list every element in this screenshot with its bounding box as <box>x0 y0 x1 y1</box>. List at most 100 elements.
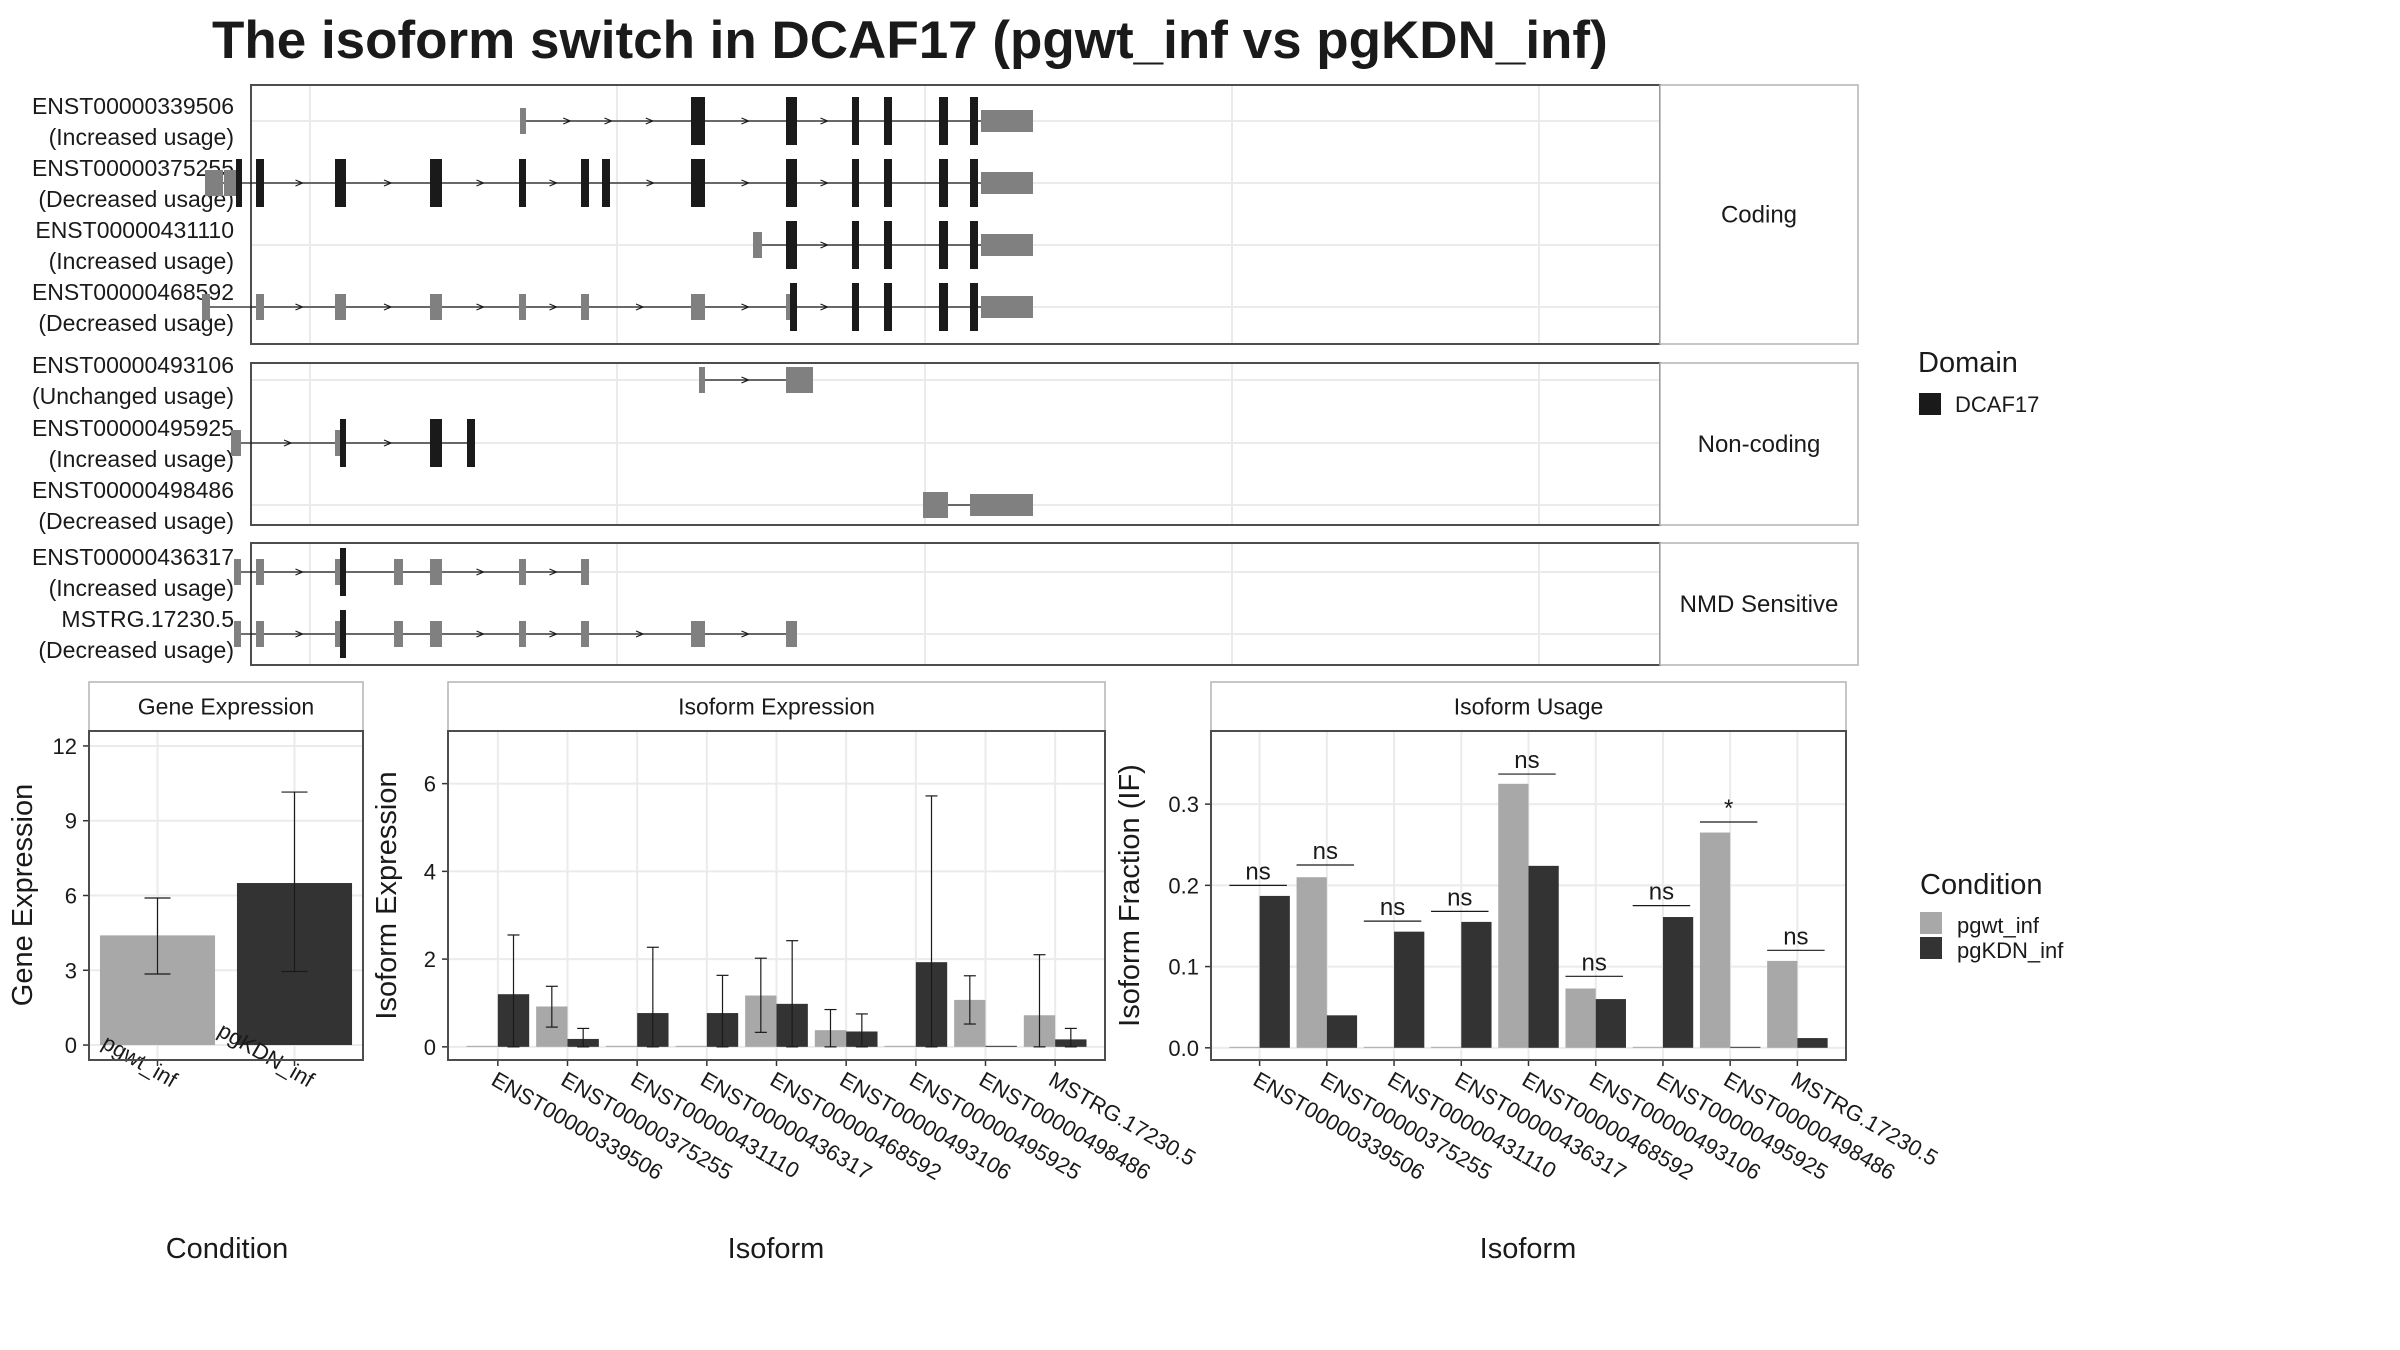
chart-title: Gene Expression <box>138 694 314 720</box>
bar-pgwt_inf-ENST00000431110 <box>1363 1046 1395 1048</box>
dcaf17-domain-exon <box>884 221 892 269</box>
bar-pgKDN_inf-ENST00000468592 <box>1528 865 1559 1048</box>
strand-arrow <box>820 117 830 125</box>
strand-arrow <box>820 179 830 187</box>
utr-exon <box>256 621 264 647</box>
isoform-track: ENST00000431110 (Increased usage) <box>35 217 1033 274</box>
x-axis-title: Isoform <box>1480 1233 1577 1265</box>
significance-label: ns <box>1514 747 1539 774</box>
isoform-id-label: ENST00000493106 <box>32 352 234 378</box>
dcaf17-domain-exon <box>852 97 859 145</box>
strand-arrow <box>820 303 830 311</box>
bar-pgKDN_inf-ENST00000339506 <box>1259 895 1290 1048</box>
utr-exon <box>234 621 241 647</box>
bar-pgKDN_inf-ENST00000493106 <box>1595 999 1626 1048</box>
bar-pgKDN_inf-ENST00000498486 <box>1730 1046 1761 1048</box>
utr-exon <box>786 367 813 393</box>
strand-arrow <box>741 303 751 311</box>
dcaf17-domain-exon <box>335 159 346 207</box>
utr-exon <box>202 294 210 320</box>
utr-exon <box>430 559 433 585</box>
condition-legend-key-pgkdn <box>1920 937 1942 959</box>
isoform-usage-label: (Increased usage) <box>49 124 234 150</box>
dcaf17-domain-exon <box>256 159 264 207</box>
bar-pgwt_inf-MSTRG.17230.5 <box>1767 960 1798 1048</box>
utr-exon <box>581 559 589 585</box>
isoform-usage-label: (Increased usage) <box>49 446 234 472</box>
dcaf17-domain-exon <box>236 159 242 207</box>
isoform-id-label: MSTRG.17230.5 <box>61 606 234 632</box>
facet-strip-label: Coding <box>1721 202 1797 229</box>
y-tick-label: 9 <box>65 809 77 834</box>
dcaf17-domain-exon <box>939 283 948 331</box>
strand-arrow <box>476 568 486 576</box>
strand-arrow <box>549 630 559 638</box>
dcaf17-domain-exon <box>467 419 475 467</box>
bar-pgwt_inf-ENST00000436317 <box>675 1045 707 1047</box>
y-tick-label: 0.1 <box>1168 955 1199 980</box>
significance-label: * <box>1724 795 1733 822</box>
bar-pgwt_inf-ENST00000436317 <box>1431 1046 1462 1048</box>
dcaf17-domain-exon <box>519 159 526 207</box>
bar-pgwt_inf-ENST00000375255 <box>1296 877 1327 1048</box>
strand-arrow <box>741 179 751 187</box>
dcaf17-domain-exon <box>970 283 978 331</box>
utr-exon <box>335 621 340 647</box>
strand-arrow <box>295 303 305 311</box>
condition-legend-key-pgwt <box>1920 912 1942 934</box>
strand-arrow <box>635 303 645 311</box>
significance-label: ns <box>1649 879 1674 906</box>
utr-exon <box>691 294 705 320</box>
significance-label: ns <box>1447 884 1472 911</box>
dcaf17-domain-exon <box>852 283 859 331</box>
facet-strip-label: Non-coding <box>1698 431 1821 458</box>
utr-exon <box>231 430 241 456</box>
dcaf17-domain-exon <box>786 97 797 145</box>
bar-pgKDN_inf-ENST00000436317 <box>1461 921 1492 1048</box>
strand-arrow <box>646 179 656 187</box>
dcaf17-domain-exon <box>602 159 610 207</box>
utr-exon <box>981 172 1033 194</box>
strand-arrow <box>549 179 559 187</box>
utr-exon <box>394 559 403 585</box>
utr-exon <box>224 170 236 196</box>
utr-exon <box>394 621 403 647</box>
condition-legend-title: Condition <box>1920 869 2043 901</box>
dcaf17-domain-exon <box>430 159 442 207</box>
utr-exon <box>335 559 340 585</box>
strand-arrow <box>741 376 751 384</box>
isoform-track: ENST00000339506 (Increased usage) <box>32 93 1033 150</box>
dcaf17-domain-exon <box>852 159 859 207</box>
significance-label: ns <box>1313 838 1338 865</box>
utr-exon <box>581 294 589 320</box>
bar-pgwt_inf-ENST00000339506 <box>1229 1046 1260 1048</box>
bar-pgKDN_inf-ENST00000375255 <box>1326 1015 1358 1048</box>
figure-title: The isoform switch in DCAF17 (pgwt_inf v… <box>212 11 1608 70</box>
isoform-track: ENST00000493106 (Unchanged usage) <box>32 352 813 409</box>
utr-exon <box>256 559 264 585</box>
isoform-expression-chart: Isoform Expression0246ENST00000339506ENS… <box>371 681 1200 1265</box>
y-tick-label: 0.3 <box>1168 792 1199 817</box>
strand-arrow <box>604 117 614 125</box>
strand-arrow <box>741 630 751 638</box>
utr-exon <box>519 621 526 647</box>
isoform-track: ENST00000498486 (Decreased usage) <box>32 477 1033 534</box>
isoform-usage-label: (Increased usage) <box>49 575 234 601</box>
condition-legend: Condition pgwt_inf pgKDN_inf <box>1920 869 2064 963</box>
utr-exon <box>753 232 758 258</box>
bar-pgwt_inf-ENST00000339506 <box>466 1045 498 1047</box>
dcaf17-domain-exon <box>340 610 346 658</box>
utr-exon <box>433 621 442 647</box>
strand-arrow <box>476 179 486 187</box>
significance-label: ns <box>1783 923 1808 950</box>
strand-arrow <box>549 303 559 311</box>
x-axis-title: Isoform <box>728 1233 825 1265</box>
strand-arrow <box>635 630 645 638</box>
strand-arrow <box>383 303 393 311</box>
utr-exon <box>981 234 1033 256</box>
isoform-usage-chart: Isoform Usage0.00.10.20.3nsENST000003395… <box>1114 681 1942 1265</box>
utr-exon <box>981 110 1033 132</box>
strand-arrow <box>383 179 393 187</box>
chart-title: Isoform Expression <box>678 694 875 720</box>
